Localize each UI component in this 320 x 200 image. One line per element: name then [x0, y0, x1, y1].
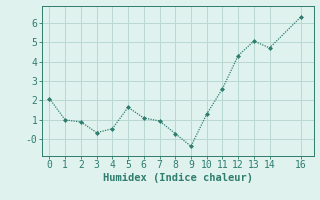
X-axis label: Humidex (Indice chaleur): Humidex (Indice chaleur): [103, 173, 252, 183]
